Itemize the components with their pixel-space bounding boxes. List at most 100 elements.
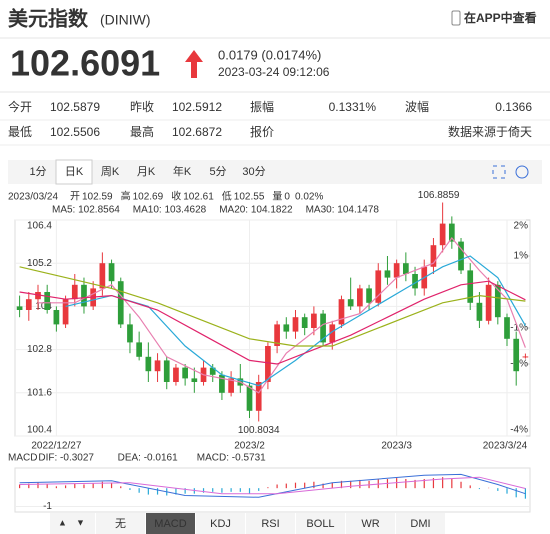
max-annotation: 106.8859 [418, 190, 460, 201]
candle-body [311, 313, 317, 328]
stat-value: 0.1366 [495, 100, 532, 114]
info-date: 2023/03/24 [8, 192, 58, 203]
candle-body [357, 288, 363, 307]
stat-label: 波幅 [405, 99, 429, 114]
candle-body [430, 245, 437, 267]
indicator-tab[interactable]: DMI [410, 518, 430, 530]
candle-body [173, 367, 179, 382]
candle-body [439, 223, 446, 246]
candle-body [476, 302, 483, 321]
macd-title: MACD [8, 453, 37, 464]
stat-value: 102.6872 [172, 125, 222, 139]
tab-active[interactable] [55, 159, 93, 185]
candle-body [228, 378, 234, 393]
candle-body [117, 281, 124, 325]
candle-body [255, 382, 262, 411]
indicator-tab-active[interactable] [146, 513, 195, 534]
candle-body [274, 324, 280, 346]
candle-body [292, 317, 299, 332]
stat-label: 最高 [130, 124, 154, 139]
settings-icon[interactable] [515, 165, 529, 179]
arrow-down[interactable]: ▼ [76, 517, 85, 527]
candle-body [53, 310, 60, 325]
y-tick-label: 106.4 [27, 221, 52, 232]
y2-tick-label: -4% [510, 425, 528, 436]
candle-body [163, 360, 170, 382]
stat-label: 昨收 [130, 100, 154, 114]
candle-body [182, 367, 188, 379]
indicator-tab[interactable] [346, 513, 395, 534]
tab-bar [8, 160, 542, 184]
tab[interactable]: 日K [65, 166, 84, 178]
arrow-up[interactable]: ▲ [58, 517, 67, 527]
info-value: 102.61 [183, 192, 214, 203]
candle-body [347, 299, 354, 307]
candle-body [448, 223, 455, 242]
stat-value: 数据来源于倚天 [448, 124, 532, 139]
candle-body [412, 274, 418, 289]
tab[interactable]: 5分 [209, 165, 226, 178]
macd-legend: DEA: -0.0161 [118, 453, 178, 464]
y-tick-label: 102.8 [27, 344, 52, 355]
indicator-tab[interactable] [196, 513, 245, 534]
stat-label: 今开 [8, 99, 32, 114]
candle-body [209, 367, 216, 375]
x-tick-label: 2023/3 [381, 441, 412, 452]
indicator-tab[interactable] [246, 513, 295, 534]
indicator-tab[interactable]: MACD [154, 518, 186, 530]
candle-body [154, 360, 161, 372]
indicator-tab[interactable] [96, 513, 145, 534]
stat-value: 102.5506 [50, 125, 100, 139]
ma-line [19, 280, 526, 365]
indicator-tab[interactable]: BOLL [306, 518, 334, 530]
info-label: 高 [121, 190, 131, 203]
y2-tick-label: 2% [514, 221, 529, 232]
legend-entry: MA10: 103.4628 [133, 205, 207, 216]
legend-entry: MA20: 104.1822 [219, 205, 293, 216]
y-tick-label: 105.2 [27, 258, 52, 269]
indicator-tab[interactable] [396, 513, 445, 534]
tab[interactable]: 30分 [242, 165, 265, 178]
code: (DINIW) [100, 12, 151, 28]
phone-icon [451, 10, 461, 26]
tab[interactable]: 月K [137, 166, 156, 178]
candle-body [393, 263, 400, 278]
app-link[interactable]: 在APP中查看 [464, 10, 537, 25]
indicator-tab[interactable]: 无 [115, 518, 126, 530]
legend-entry: MA5: 102.8564 [52, 205, 120, 216]
indicator-tab[interactable] [296, 513, 345, 534]
indicator-tab[interactable]: WR [361, 518, 379, 530]
indicator-tab[interactable]: KDJ [210, 518, 231, 530]
fullscreen-icon[interactable] [492, 165, 506, 179]
indicator-tab[interactable]: RSI [261, 518, 279, 530]
info-label: 低 [222, 190, 232, 203]
info-label: 开 [70, 192, 80, 203]
candle-body [485, 284, 492, 321]
candle-body [16, 306, 23, 310]
macd-tick-label: -1 [43, 501, 52, 512]
change: 0.0179 (0.0174%) [218, 47, 321, 62]
ma-line [19, 266, 526, 347]
candle-body [108, 263, 115, 282]
tab[interactable]: 周K [101, 165, 120, 178]
macd-frame [14, 467, 531, 513]
time: 2023-03-24 09:12:06 [218, 65, 330, 79]
macd-legend: DIF: -0.3027 [38, 453, 94, 464]
min-annotation: 100.8034 [238, 425, 280, 436]
stat-value: 102.5879 [50, 100, 100, 114]
tab[interactable]: 1分 [29, 165, 46, 178]
arrow-buttons[interactable] [50, 513, 95, 534]
candle-body [136, 342, 143, 357]
candle-body [219, 374, 225, 393]
candle-body [458, 241, 464, 271]
candle-body [494, 284, 501, 318]
candle-body [44, 292, 51, 310]
info-label: 量 [272, 191, 282, 203]
stat-label: 振幅 [250, 99, 274, 114]
tab[interactable]: 年K [173, 164, 192, 178]
y2-tick-label: 1% [514, 251, 529, 262]
candle-body [402, 263, 409, 274]
title: 美元指数 [8, 6, 89, 30]
candle-body [246, 385, 253, 411]
